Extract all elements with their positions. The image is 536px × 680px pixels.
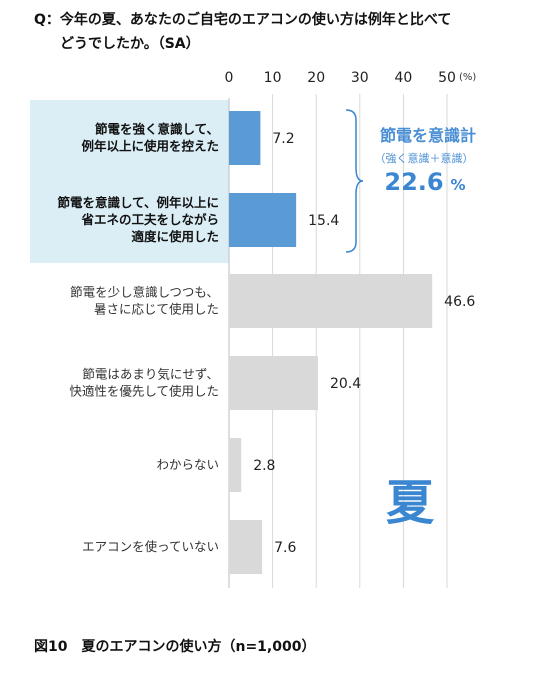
group-bracket (345, 109, 364, 253)
x-tick-label: 30 (351, 70, 369, 86)
x-tick-label: 50 (438, 70, 456, 86)
highlight-background (30, 100, 229, 263)
season-label: 夏 (386, 475, 435, 531)
value-label: 20.4 (330, 376, 361, 392)
x-tick-label: 40 (394, 70, 412, 86)
value-label: 7.2 (272, 131, 294, 147)
bar (229, 193, 297, 247)
value-label: 46.6 (444, 294, 475, 310)
bar (229, 274, 433, 328)
category-label: 節電はあまり気にせず、 (82, 367, 219, 382)
category-label: 暑さに応じて使用した (94, 302, 219, 317)
annotation-subtitle: （強く意識＋意識） (375, 151, 474, 165)
bar-chart: 0 10 20 30 40 50 (%) 7.2 節電を強く意識して、例年以上に使用を控えた 15… (30, 70, 476, 588)
x-axis-unit: (%) (459, 72, 476, 83)
category-label: 節電を少し意識しつつも、 (70, 285, 219, 300)
annotation-total: 22.6 (384, 168, 443, 196)
x-tick-label: 20 (307, 70, 325, 86)
category-label: わからない (156, 457, 219, 472)
category-label: エアコンを使っていない (82, 539, 219, 554)
bar (229, 356, 318, 410)
x-tick-label: 10 (264, 70, 282, 86)
figure-caption: 図10 夏のエアコンの使い方（n=1,000） (34, 639, 316, 655)
category-label: 適度に使用した (131, 229, 219, 244)
category-label: 快適性を優先して使用した (69, 384, 219, 399)
annotation-percent: % (450, 176, 465, 194)
question-line-2: どうでしたか。（SA） (60, 36, 200, 52)
bar (229, 438, 242, 492)
category-label: 省エネの工夫をしながら (80, 212, 219, 227)
category-label: 節電を意識して、例年以上に (57, 195, 219, 210)
value-label: 7.6 (274, 540, 296, 556)
annotation-title: 節電を意識計 (379, 126, 476, 145)
bar (229, 111, 261, 165)
category-label: 例年以上に使用を控えた (81, 139, 219, 154)
x-tick-label: 0 (225, 70, 234, 86)
category-label: 節電を強く意識して、 (95, 122, 219, 137)
value-label: 2.8 (253, 458, 275, 474)
bar (229, 520, 263, 574)
question-line-1: Q：今年の夏、あなたのご自宅のエアコンの使い方は例年と比べて (34, 12, 452, 28)
value-label: 15.4 (308, 213, 339, 229)
